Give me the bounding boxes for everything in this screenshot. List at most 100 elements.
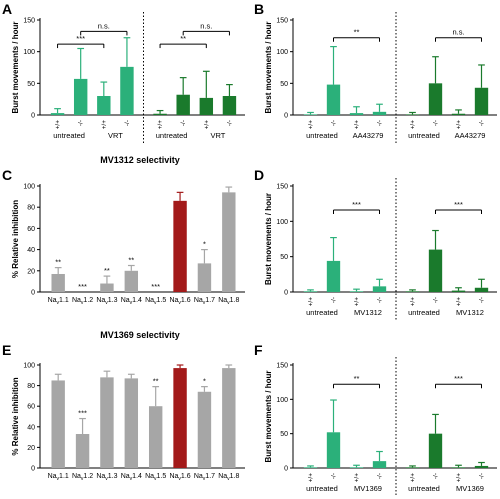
bar	[199, 97, 214, 115]
group-label: MV1312	[456, 308, 484, 317]
bar	[173, 200, 187, 292]
y-tick-label: 0	[284, 113, 288, 120]
bar	[222, 96, 237, 115]
bar	[148, 406, 163, 468]
significance-label: ***	[78, 409, 87, 418]
y-tick-label: 100	[276, 49, 288, 56]
group-label: MV1369	[354, 484, 382, 493]
bar	[474, 87, 489, 115]
significance-label: ***	[352, 200, 361, 209]
tick-label: Nav1.5	[145, 297, 166, 306]
significance-label: **	[354, 374, 360, 383]
genotype-label: +/+	[308, 120, 315, 130]
panel-e: E MV1369 selectivity 0 20 40 60 80 100% Relativ…	[2, 330, 245, 482]
bar	[303, 291, 318, 292]
panel-letter: C	[2, 167, 12, 183]
tick-label: Nav1.6	[169, 473, 190, 482]
group-label: VRT	[108, 131, 123, 140]
genotype-label: -/-	[180, 120, 187, 126]
bar	[474, 287, 489, 292]
genotype-label: +/+	[308, 297, 315, 307]
y-tick-label: 150	[276, 18, 288, 25]
panel-c: C MV1312 selectivity 0 20 40 60 80 100 % Relativ…	[2, 155, 245, 306]
genotype-label: +/+	[456, 473, 463, 483]
panel-letter: B	[254, 1, 264, 17]
tick-label: Nav1.5	[145, 473, 166, 482]
y-tick-label: 60	[27, 404, 35, 411]
significance-label: **	[180, 34, 186, 43]
y-tick-label: 50	[280, 81, 288, 88]
genotype-label: -/-	[377, 120, 384, 126]
group-label: untreated	[408, 484, 440, 493]
tick-label: Nav1.8	[218, 297, 239, 306]
y-tick-label: 20	[27, 268, 35, 275]
bar	[303, 467, 318, 468]
tick-label: Nav1.3	[96, 297, 117, 306]
genotype-label: -/-	[479, 120, 486, 126]
y-tick-label: 60	[27, 226, 35, 233]
genotype-label: -/-	[479, 297, 486, 303]
group-label: VRT	[210, 131, 225, 140]
bar	[372, 286, 387, 292]
significance-label: *	[203, 240, 206, 249]
bar	[120, 66, 134, 115]
y-tick-label: 0	[31, 290, 35, 297]
genotype-label: +/+	[55, 120, 62, 130]
genotype-label: +/+	[456, 120, 463, 130]
y-tick-label: 0	[31, 466, 35, 473]
significance-label: ***	[151, 282, 160, 291]
group-label: MV1312	[354, 308, 382, 317]
genotype-label: +/+	[354, 120, 361, 130]
bar	[222, 368, 236, 468]
tick-label: Nav1.7	[194, 473, 215, 482]
bar	[51, 273, 65, 292]
bar	[428, 249, 443, 292]
bar	[405, 114, 420, 115]
significance-label: ***	[78, 282, 87, 291]
significance-label: ***	[76, 34, 85, 43]
y-tick-label: 100	[276, 219, 288, 226]
group-label: untreated	[408, 308, 440, 317]
bar	[100, 283, 114, 292]
bar	[428, 433, 443, 468]
genotype-label: -/-	[377, 473, 384, 479]
genotype-label: +/+	[308, 473, 315, 483]
y-tick-label: 150	[23, 18, 35, 25]
significance-label: **	[55, 258, 61, 267]
group-label: AA43279	[455, 131, 486, 140]
genotype-label: -/-	[331, 297, 338, 303]
genotype-label: +/+	[354, 473, 361, 483]
significance-label: **	[128, 256, 134, 265]
panel-letter: D	[254, 167, 264, 183]
group-label: untreated	[408, 131, 440, 140]
y-tick-label: 50	[280, 254, 288, 261]
genotype-label: -/-	[433, 473, 440, 479]
genotype-label: +/+	[101, 120, 108, 130]
genotype-label: -/-	[78, 120, 85, 126]
bar	[349, 113, 364, 115]
bar	[428, 83, 443, 115]
group-label: untreated	[156, 131, 188, 140]
bar	[451, 113, 466, 115]
y-tick-label: 100	[23, 184, 35, 191]
significance-label: ***	[454, 374, 463, 383]
y-tick-label: 150	[276, 184, 288, 191]
significance-label: n.s.	[452, 28, 464, 37]
y-tick-label: 0	[31, 113, 35, 120]
bar	[176, 94, 190, 115]
tick-label: Nav1.2	[72, 297, 93, 306]
y-tick-label: 150	[276, 363, 288, 370]
bar	[51, 380, 65, 468]
bar	[222, 192, 236, 292]
y-tick-label: 100	[276, 397, 288, 404]
tick-label: Nav1.7	[194, 297, 215, 306]
bar	[100, 377, 114, 468]
y-tick-label: 80	[27, 383, 35, 390]
y-tick-label: 50	[280, 431, 288, 438]
tick-label: Nav1.4	[121, 473, 142, 482]
bar	[349, 467, 364, 468]
genotype-label: -/-	[331, 473, 338, 479]
